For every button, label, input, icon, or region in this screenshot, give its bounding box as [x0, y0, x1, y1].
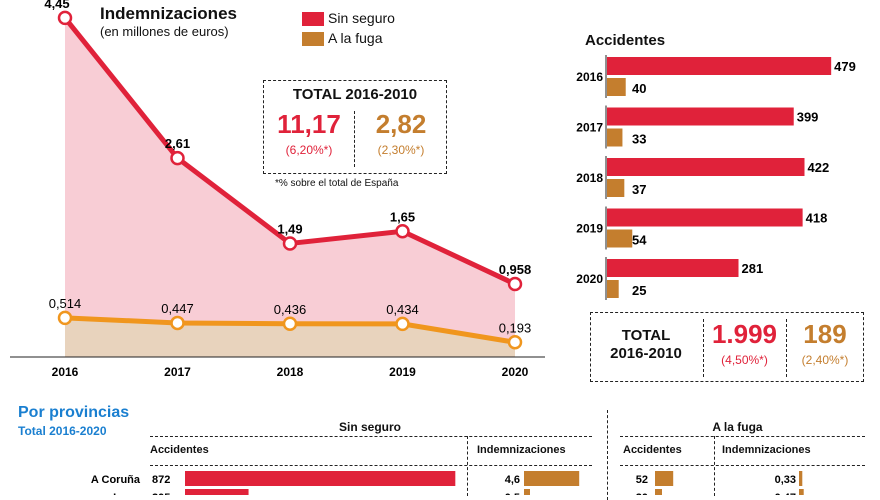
fuga-bar-label: 40 — [632, 81, 646, 96]
accidentes-title: Accidentes — [585, 32, 666, 49]
sin-bar — [607, 208, 803, 227]
province-ind: 4,6 — [505, 474, 520, 486]
sin-point — [57, 10, 73, 26]
y-tick-label: 2016 — [576, 70, 603, 84]
fuga-bar — [607, 229, 633, 248]
sin-bar-label: 479 — [834, 59, 856, 74]
sin-area — [65, 17, 515, 357]
col-accidentes: Accidentes — [150, 444, 209, 456]
fuga-label: 0,193 — [499, 320, 532, 335]
fuga-point — [170, 315, 185, 331]
x-tick-label: 2017 — [164, 365, 191, 379]
provincias-subtitle: Total 2016-2020 — [18, 424, 107, 438]
sin-label: 2,61 — [165, 136, 190, 151]
fuga-label: 0,447 — [161, 301, 194, 316]
sin-point — [395, 224, 410, 239]
fuga-label: 0,436 — [274, 302, 307, 317]
chart-subtitle: (en millones de euros) — [100, 24, 229, 39]
col-fuga-indemnizaciones: Indemnizaciones — [722, 444, 811, 456]
x-tick-label: 2019 — [389, 365, 416, 379]
province-ind-bar — [524, 489, 530, 495]
sin-bar — [607, 107, 794, 126]
total-accidentes-box: TOTAL 2016-2010 1.999 (4,50%*) 189 (2,40… — [590, 312, 864, 382]
sin-label: 1,49 — [277, 221, 302, 236]
fuga-bar-label: 54 — [632, 233, 647, 248]
header-fuga: A la fuga — [712, 420, 763, 434]
y-tick-label: 2019 — [576, 222, 603, 236]
sin-label: 4,45 — [44, 0, 69, 11]
province-fuga-acc-bar — [655, 489, 662, 495]
province-accidentes: 872 — [152, 474, 170, 486]
y-tick-label: 2017 — [576, 121, 603, 135]
province-fuga-acc-bar — [655, 471, 674, 486]
sin-bar-label: 281 — [742, 261, 764, 276]
province-fuga-acc: 52 — [636, 474, 648, 486]
sin-label: 1,65 — [390, 209, 415, 224]
province-acc-bar — [185, 471, 456, 486]
fuga-point — [57, 310, 73, 326]
sin-point — [282, 236, 298, 251]
total-note: *% sobre el total de España — [275, 178, 399, 189]
province-fuga-acc: 20 — [636, 492, 648, 495]
province-fuga-ind: 0,47 — [775, 492, 796, 495]
sin-bar-label: 418 — [806, 211, 828, 226]
fuga-point — [395, 316, 410, 332]
fuga-bar — [607, 280, 619, 298]
total-indemnizaciones-box: TOTAL 2016-2010 11,17 (6,20%*) 2,82 (2,3… — [263, 80, 447, 174]
header-sin: Sin seguro — [338, 420, 401, 434]
fuga-bar — [607, 179, 625, 197]
x-tick-label: 2018 — [277, 365, 304, 379]
y-tick-label: 2020 — [576, 272, 603, 286]
province-name: A Coruña — [91, 474, 141, 486]
fuga-label: 0,434 — [386, 302, 419, 317]
province-name: Lugo — [113, 492, 140, 495]
province-fuga-ind: 0,33 — [775, 474, 796, 486]
sin-point — [170, 150, 185, 166]
fuga-bar-label: 25 — [632, 283, 646, 298]
sin-bar — [607, 259, 739, 277]
fuga-point — [507, 335, 523, 350]
col-indemnizaciones: Indemnizaciones — [477, 444, 566, 456]
province-fuga-ind-bar — [799, 489, 804, 495]
province-acc-bar — [185, 489, 249, 495]
sin-bar — [607, 57, 832, 75]
sin-bar-label: 422 — [807, 160, 829, 175]
fuga-label: 0,514 — [49, 296, 82, 311]
fuga-bar-label: 33 — [632, 132, 646, 147]
col-fuga-accidentes: Accidentes — [623, 444, 682, 456]
sin-bar — [607, 158, 805, 176]
chart-title: Indemnizaciones — [100, 4, 237, 23]
sin-bar-label: 399 — [797, 110, 819, 125]
province-ind-bar — [524, 471, 580, 486]
fuga-bar — [607, 78, 626, 96]
fuga-bar-label: 37 — [632, 182, 646, 197]
sin-label: 0,958 — [499, 262, 532, 277]
fuga-bar — [607, 128, 623, 147]
province-ind: 0,5 — [505, 492, 520, 495]
y-tick-label: 2018 — [576, 171, 603, 185]
provincias-title: Por provincias — [18, 404, 130, 421]
legend-fuga: A la fuga — [302, 30, 383, 47]
x-tick-label: 2016 — [52, 365, 79, 379]
fuga-point — [282, 316, 298, 332]
province-accidentes: 205 — [152, 492, 170, 495]
legend-sin: Sin seguro — [302, 10, 395, 27]
province-fuga-ind-bar — [799, 471, 803, 486]
sin-point — [507, 276, 523, 292]
x-tick-label: 2020 — [502, 365, 529, 379]
